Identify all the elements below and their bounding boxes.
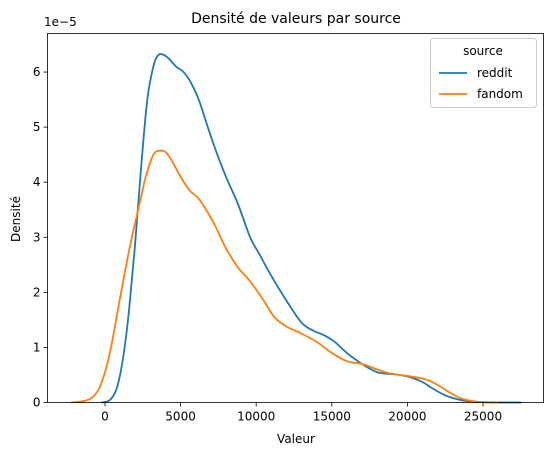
legend-box (430, 38, 537, 108)
series-line-reddit (101, 53, 522, 404)
legend-title: source (463, 44, 503, 58)
legend-label-reddit: reddit (477, 66, 513, 80)
y-tick-label: 3 (33, 230, 41, 244)
series-line-fandom (70, 149, 500, 404)
y-tick-label: 0 (33, 396, 41, 410)
x-tick-label: 10000 (237, 410, 275, 424)
x-tick-label: 0 (101, 410, 109, 424)
x-tick-label: 25000 (464, 410, 502, 424)
x-tick-label: 15000 (313, 410, 351, 424)
plot-frame (47, 33, 544, 403)
chart-title: Densité de valeurs par source (191, 11, 401, 27)
legend-label-fandom: fandom (477, 87, 523, 101)
y-axis-label: Densité (9, 196, 23, 242)
y-tick-label: 5 (33, 120, 41, 134)
y-tick-label: 4 (33, 175, 41, 189)
y-tick-label: 6 (33, 65, 41, 79)
legend: source reddit fandom (430, 38, 537, 108)
y-tick-label: 1 (33, 340, 41, 354)
x-tick-label: 5000 (165, 410, 196, 424)
x-tick-label: 20000 (388, 410, 426, 424)
y-offset-label: 1e−5 (44, 15, 77, 29)
y-tick-label: 2 (33, 285, 41, 299)
x-axis-label: Valeur (277, 432, 315, 446)
